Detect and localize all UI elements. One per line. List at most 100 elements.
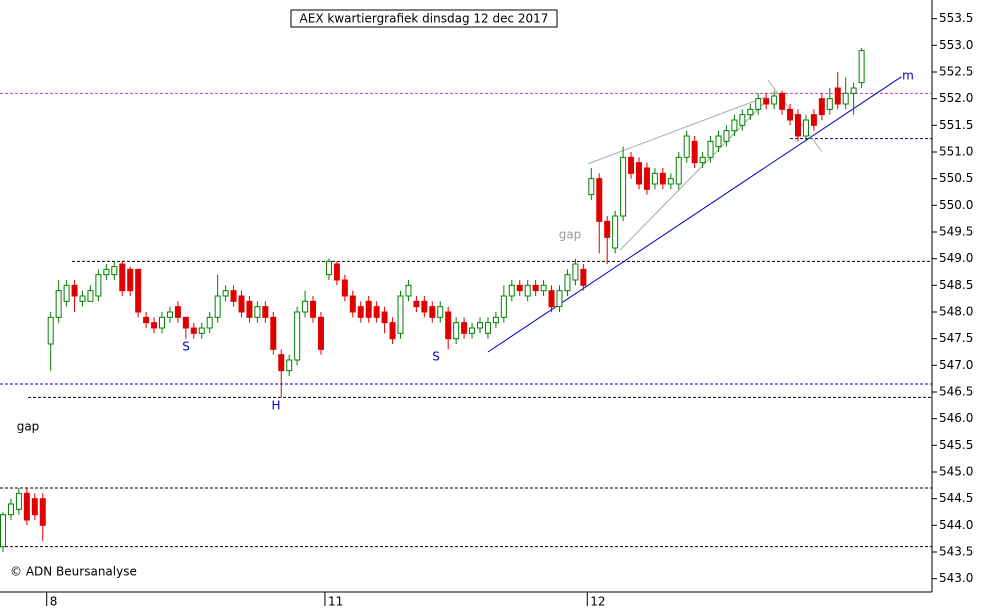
candle-body — [318, 316, 324, 350]
candle-body — [333, 263, 340, 281]
candle-body — [55, 290, 62, 318]
y-tick-label: 545.5 — [939, 438, 973, 452]
annotation: m — [902, 69, 914, 83]
candle-body — [556, 290, 563, 308]
title-box — [290, 9, 558, 28]
candle-body — [262, 306, 269, 318]
candle-body — [254, 306, 261, 318]
candle-body — [484, 322, 491, 334]
candle-body — [95, 274, 102, 297]
candle-body — [636, 162, 642, 185]
candle-body — [39, 498, 46, 526]
candle-body — [850, 87, 857, 94]
candle-body — [683, 135, 690, 158]
candle-body — [405, 284, 412, 297]
candle-body — [421, 300, 428, 313]
x-tick-label: 11 — [328, 595, 343, 609]
candle-body — [270, 316, 277, 350]
chart-title: AEX kwartiergrafiek dinsdag 12 dec 2017 — [300, 12, 549, 26]
candle-body — [135, 268, 142, 313]
y-tick-label: 551.0 — [939, 145, 973, 159]
candle-body — [787, 108, 794, 121]
candle-body — [858, 50, 865, 84]
candle-body — [166, 311, 173, 318]
candle-body — [572, 263, 579, 281]
y-tick-label: 551.5 — [939, 118, 973, 132]
source: © ADN Beursanalyse — [10, 565, 137, 579]
candle-body — [190, 327, 197, 334]
candle-body — [588, 178, 595, 196]
candle-body — [469, 327, 476, 334]
y-tick-label: 545.0 — [939, 465, 973, 479]
candle-body — [325, 260, 332, 276]
candle-body — [31, 498, 38, 516]
y-tick-label: 550.5 — [939, 171, 973, 185]
trend-line — [767, 79, 823, 152]
annotation: H — [271, 399, 280, 413]
candle-body — [842, 92, 849, 105]
candle-body — [667, 178, 674, 185]
annotation: gap — [17, 420, 40, 434]
candle-body — [143, 316, 150, 324]
trend-line — [587, 96, 766, 165]
candle-body — [707, 140, 714, 158]
y-tick-label: 552.0 — [939, 91, 973, 105]
candle-body — [389, 322, 396, 340]
candle-body — [516, 284, 523, 292]
candle-body — [174, 306, 181, 318]
candle-body — [620, 156, 627, 217]
y-tick-label: 544.5 — [939, 491, 973, 505]
candle-body — [15, 492, 22, 510]
candle-body — [413, 300, 420, 308]
candle-body — [222, 290, 229, 297]
y-tick-label: 549.0 — [939, 251, 973, 265]
y-tick-label: 546.0 — [939, 411, 973, 425]
x-tick-label: 12 — [590, 595, 605, 609]
candle-body — [524, 284, 531, 297]
candle-body — [87, 290, 94, 302]
candle-body — [365, 300, 372, 318]
candle-body — [461, 322, 468, 334]
candle-body — [182, 316, 189, 329]
candle-body — [500, 295, 507, 318]
y-tick-label: 543.5 — [939, 545, 973, 559]
x-tick-label: 8 — [50, 595, 58, 609]
candle-body — [596, 178, 603, 222]
candle-body — [310, 300, 317, 318]
candle-body — [119, 263, 126, 292]
candle-body — [278, 354, 285, 372]
candle-body — [548, 290, 555, 308]
candle-body — [755, 98, 762, 110]
candle-body — [834, 87, 841, 105]
y-tick-label: 552.5 — [939, 65, 973, 79]
candle-body — [628, 156, 635, 174]
candle-body — [79, 295, 86, 302]
candle-body — [294, 311, 301, 361]
candle-body — [723, 130, 730, 142]
candle-body — [508, 284, 515, 297]
y-tick-label: 544.0 — [939, 518, 973, 532]
candle-body — [477, 322, 483, 329]
annotation: S — [432, 350, 440, 364]
candle-body — [532, 284, 539, 292]
candle-body — [111, 266, 118, 276]
y-tick-label: 548.0 — [939, 305, 973, 319]
candle-body — [612, 215, 619, 249]
candle-body — [437, 306, 444, 318]
candle-body — [675, 156, 682, 185]
candle-body — [651, 172, 658, 185]
candle-body — [47, 316, 54, 345]
candle-body — [151, 322, 158, 329]
candle-body — [604, 220, 611, 238]
candle-body — [429, 306, 436, 318]
y-tick-label: 548.5 — [939, 278, 973, 292]
candle-body — [7, 503, 14, 516]
candle-body — [445, 311, 452, 340]
candle-body — [0, 514, 6, 548]
candle-body — [826, 98, 833, 110]
candle-body — [564, 274, 571, 292]
candle-body — [779, 92, 786, 110]
candle-body — [763, 98, 770, 105]
candle-body — [127, 268, 134, 292]
y-tick-label: 547.0 — [939, 358, 973, 372]
